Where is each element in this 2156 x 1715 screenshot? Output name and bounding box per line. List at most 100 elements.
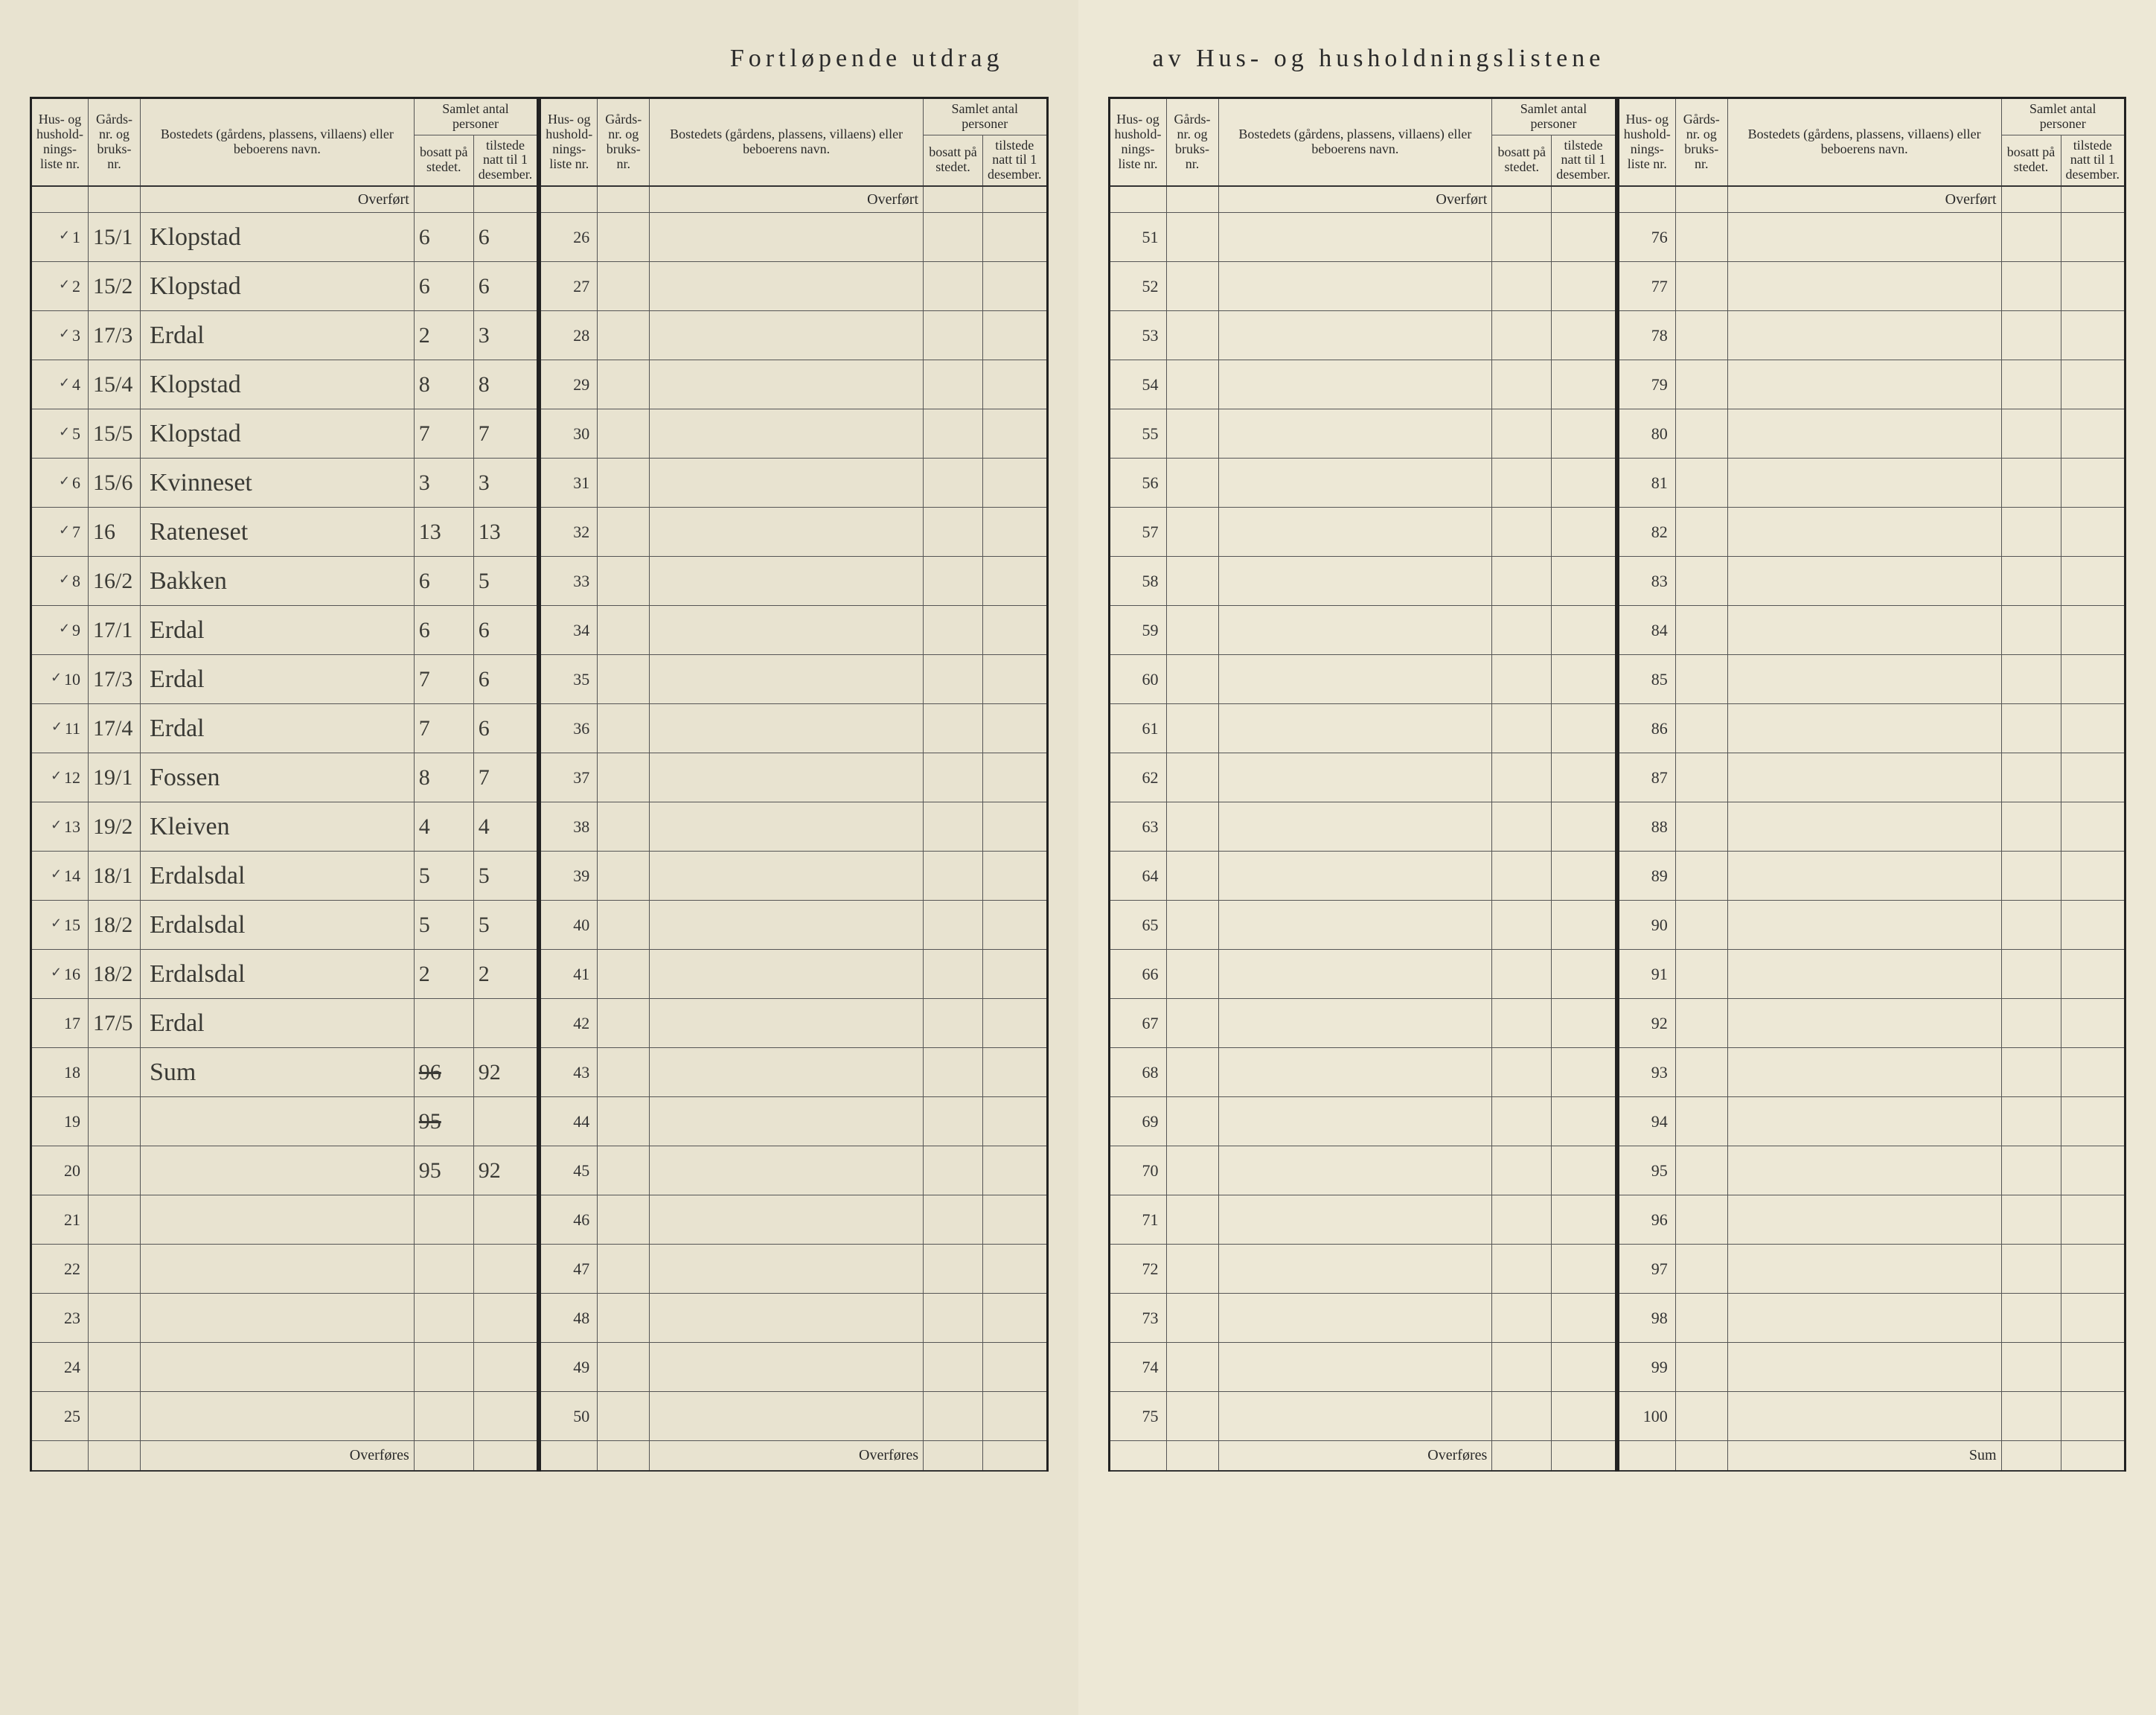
cell-bosted — [650, 901, 924, 950]
cell-bosted — [1218, 459, 1492, 508]
row-number: 68 — [1109, 1048, 1166, 1097]
cell-bosatt: 6 — [414, 557, 473, 606]
cell-bosted — [1218, 1048, 1492, 1097]
row-number: 17 — [31, 999, 89, 1048]
panel-c: Hus- og hushold-nings-liste nr. Gårds-nr… — [1108, 97, 1617, 1472]
cell-bosted — [1727, 1097, 2001, 1146]
checkmark-icon: ✓ — [59, 473, 70, 489]
cell-gards — [598, 999, 650, 1048]
cell-tilstede — [2061, 1343, 2125, 1392]
table-row: 52 — [1109, 262, 1616, 311]
cell-bosatt: 6 — [414, 606, 473, 655]
table-row: 23 — [31, 1294, 538, 1343]
cell-bosted — [1218, 213, 1492, 262]
table-row: 68 — [1109, 1048, 1616, 1097]
row-number: 46 — [540, 1195, 598, 1245]
row-number: 27 — [540, 262, 598, 311]
cell-bosatt — [2001, 1146, 2061, 1195]
cell-tilstede — [2061, 1392, 2125, 1441]
cell-bosatt — [924, 409, 983, 459]
cell-bosatt — [1492, 1294, 1552, 1343]
cell-bosatt — [1492, 459, 1552, 508]
cell-bosted — [650, 557, 924, 606]
cell-bosatt — [2001, 999, 2061, 1048]
cell-bosted — [1218, 753, 1492, 802]
cell-bosatt — [924, 262, 983, 311]
row-number: 28 — [540, 311, 598, 360]
cell-bosatt — [2001, 459, 2061, 508]
cell-bosatt — [924, 1245, 983, 1294]
cell-gards — [1675, 508, 1727, 557]
table-row: ✓6 15/6 Kvinneset 3 3 — [31, 459, 538, 508]
cell-bosatt — [2001, 262, 2061, 311]
cell-bosted — [650, 1097, 924, 1146]
cell-gards — [598, 1343, 650, 1392]
table-row: 58 — [1109, 557, 1616, 606]
cell-bosatt — [2001, 360, 2061, 409]
table-row: 95 — [1618, 1146, 2125, 1195]
cell-gards — [1166, 213, 1218, 262]
cell-gards — [1166, 1195, 1218, 1245]
cell-bosatt — [924, 213, 983, 262]
hdr-antal: Samlet antal personer — [924, 98, 1047, 135]
cell-bosted: Sum — [141, 1048, 415, 1097]
cell-bosted — [1727, 1294, 2001, 1343]
cell-tilstede: 5 — [473, 852, 537, 901]
cell-gards — [1675, 704, 1727, 753]
cell-bosatt — [1492, 852, 1552, 901]
table-row: 97 — [1618, 1245, 2125, 1294]
row-number: 67 — [1109, 999, 1166, 1048]
row-number: 33 — [540, 557, 598, 606]
row-number: ✓3 — [31, 311, 89, 360]
cell-tilstede: 7 — [473, 753, 537, 802]
row-number: 21 — [31, 1195, 89, 1245]
cell-bosatt — [1492, 950, 1552, 999]
cell-bosted — [1218, 999, 1492, 1048]
row-number: 45 — [540, 1146, 598, 1195]
cell-gards: 16/2 — [89, 557, 141, 606]
cell-bosatt: 5 — [414, 852, 473, 901]
cell-tilstede — [983, 852, 1047, 901]
cell-bosatt — [924, 704, 983, 753]
cell-tilstede — [983, 311, 1047, 360]
cell-tilstede: 5 — [473, 901, 537, 950]
hdr-bosatt: bosatt på stedet. — [1492, 135, 1552, 186]
cell-bosted: Klopstad — [141, 409, 415, 459]
table-row: ✓8 16/2 Bakken 6 5 — [31, 557, 538, 606]
hdr-tilstede: tilstede natt til 1 desember. — [1552, 135, 1616, 186]
cell-tilstede — [2061, 999, 2125, 1048]
cell-tilstede — [2061, 1245, 2125, 1294]
cell-gards: 15/4 — [89, 360, 141, 409]
cell-bosted — [1218, 557, 1492, 606]
cell-tilstede: 92 — [473, 1048, 537, 1097]
cell-tilstede — [983, 1343, 1047, 1392]
row-number: 85 — [1618, 655, 1675, 704]
row-number: 38 — [540, 802, 598, 852]
row-number: 61 — [1109, 704, 1166, 753]
table-row: 100 — [1618, 1392, 2125, 1441]
cell-bosted — [650, 311, 924, 360]
table-row: ✓7 16 Rateneset 13 13 — [31, 508, 538, 557]
cell-gards — [89, 1048, 141, 1097]
cell-bosted: Klopstad — [141, 213, 415, 262]
row-number: 62 — [1109, 753, 1166, 802]
cell-tilstede — [2061, 852, 2125, 901]
cell-bosted — [650, 655, 924, 704]
table-row: ✓11 17/4 Erdal 7 6 — [31, 704, 538, 753]
row-number: ✓15 — [31, 901, 89, 950]
cell-bosted — [1727, 557, 2001, 606]
table-row: 39 — [540, 852, 1047, 901]
cell-tilstede — [2061, 1146, 2125, 1195]
table-row: 46 — [540, 1195, 1047, 1245]
row-number: 51 — [1109, 213, 1166, 262]
cell-gards — [1166, 950, 1218, 999]
cell-bosted — [1727, 213, 2001, 262]
cell-bosted — [650, 606, 924, 655]
cell-bosatt — [2001, 1097, 2061, 1146]
cell-gards — [598, 852, 650, 901]
cell-gards — [598, 1146, 650, 1195]
cell-bosatt — [924, 753, 983, 802]
cell-bosted — [1218, 901, 1492, 950]
row-number: ✓9 — [31, 606, 89, 655]
cell-gards — [1166, 606, 1218, 655]
